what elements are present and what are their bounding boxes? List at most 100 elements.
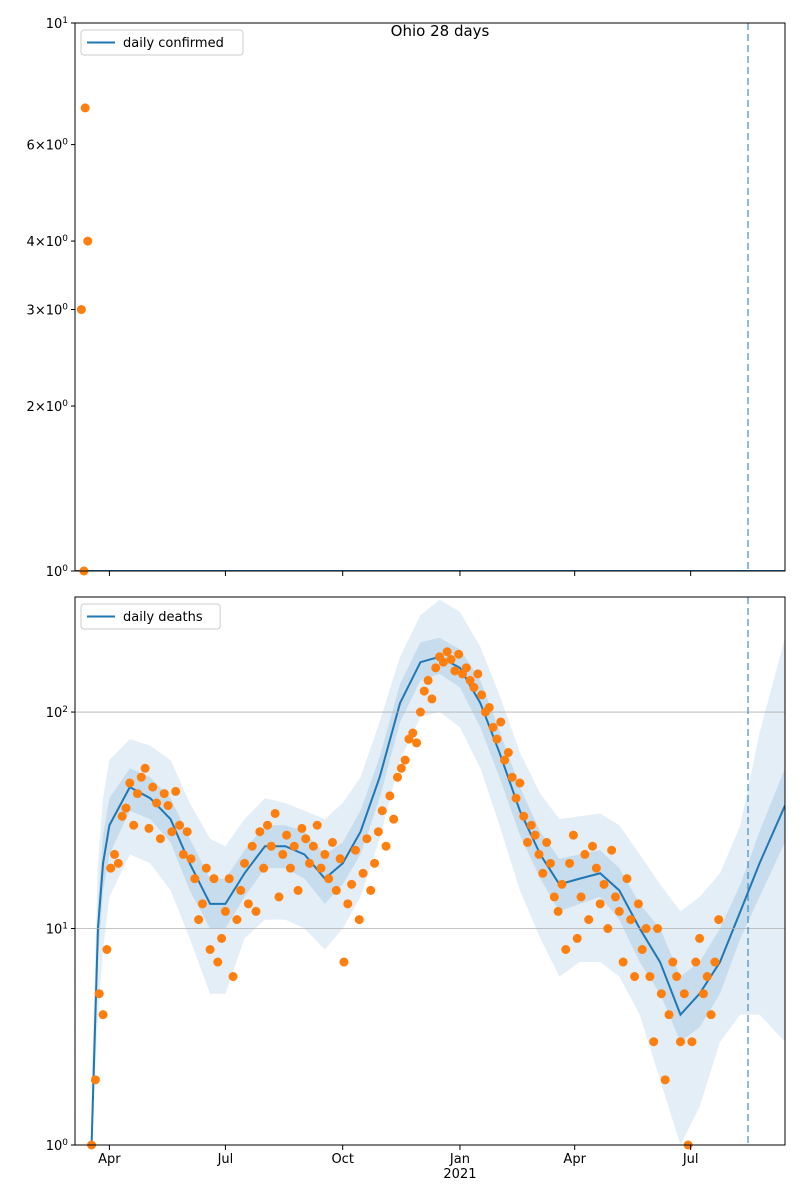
legend-box bbox=[80, 603, 221, 630]
data-point bbox=[312, 820, 322, 830]
data-point bbox=[278, 849, 288, 859]
data-point bbox=[347, 879, 357, 889]
data-point bbox=[243, 899, 253, 909]
data-point bbox=[653, 924, 663, 934]
data-point bbox=[282, 830, 292, 840]
data-point bbox=[454, 649, 464, 659]
legend-box bbox=[80, 29, 244, 56]
data-point bbox=[675, 1037, 685, 1047]
data-point bbox=[76, 305, 86, 315]
data-point bbox=[565, 858, 575, 868]
data-point bbox=[507, 772, 517, 782]
x-tick-label: Jul bbox=[217, 1152, 234, 1167]
data-point bbox=[370, 858, 380, 868]
data-point bbox=[213, 957, 223, 967]
data-point bbox=[695, 933, 705, 943]
data-point bbox=[362, 834, 372, 844]
data-point bbox=[167, 827, 177, 837]
data-point bbox=[94, 989, 104, 999]
data-point bbox=[446, 654, 456, 664]
data-point bbox=[327, 837, 337, 847]
data-point bbox=[442, 647, 452, 657]
data-point bbox=[201, 863, 211, 873]
data-point bbox=[247, 841, 257, 851]
data-point bbox=[450, 666, 460, 676]
data-point bbox=[178, 849, 188, 859]
data-point bbox=[270, 808, 280, 818]
data-point bbox=[553, 906, 563, 916]
data-point bbox=[515, 778, 525, 788]
data-point bbox=[572, 933, 582, 943]
data-point bbox=[568, 830, 578, 840]
data-point bbox=[224, 874, 234, 884]
data-point bbox=[308, 841, 318, 851]
data-point bbox=[343, 899, 353, 909]
data-point bbox=[373, 827, 383, 837]
legend: daily deaths bbox=[80, 603, 221, 630]
data-point bbox=[389, 814, 399, 824]
data-point bbox=[129, 820, 139, 830]
data-point bbox=[660, 1075, 670, 1085]
data-point bbox=[148, 782, 158, 792]
data-point bbox=[473, 669, 483, 679]
data-point bbox=[140, 763, 150, 773]
data-point bbox=[538, 868, 548, 878]
data-point bbox=[293, 885, 303, 895]
y-tick-label: 6×100 bbox=[27, 138, 69, 154]
plot-area bbox=[90, 599, 785, 1145]
data-point bbox=[637, 945, 647, 955]
data-point bbox=[591, 863, 601, 873]
data-point bbox=[576, 892, 586, 902]
x-tick-label: Jul bbox=[682, 1152, 699, 1167]
data-point bbox=[205, 945, 215, 955]
data-point bbox=[511, 793, 521, 803]
data-point bbox=[649, 1037, 659, 1047]
data-point bbox=[255, 827, 265, 837]
panel: 100 2×100 3×100 4×100 6×100 101 Ohio 28 days da… bbox=[27, 16, 786, 580]
x-tick-label: Apr bbox=[563, 1152, 586, 1167]
data-point bbox=[159, 789, 169, 799]
data-point bbox=[526, 820, 536, 830]
data-point bbox=[331, 885, 341, 895]
data-point bbox=[672, 972, 682, 982]
data-point bbox=[614, 906, 624, 916]
data-point bbox=[163, 801, 173, 811]
data-point bbox=[113, 858, 123, 868]
data-point bbox=[190, 874, 200, 884]
data-point bbox=[320, 849, 330, 859]
confidence-band bbox=[91, 637, 785, 1145]
data-point bbox=[530, 830, 540, 840]
panel: 100 101 102 Apr Jul Oct Jan 2021 Apr Jul daily dea… bbox=[46, 596, 786, 1182]
data-point bbox=[400, 755, 410, 765]
data-point bbox=[236, 885, 246, 895]
data-point bbox=[465, 675, 475, 685]
data-point bbox=[197, 899, 207, 909]
data-point bbox=[641, 924, 651, 934]
data-point bbox=[561, 945, 571, 955]
y-tick-label: 102 bbox=[46, 705, 68, 721]
y-tick-label: 101 bbox=[46, 922, 68, 938]
y-tick-label: 100 bbox=[46, 1138, 69, 1154]
data-point bbox=[251, 906, 261, 916]
data-point bbox=[534, 849, 544, 859]
data-point bbox=[98, 1010, 108, 1020]
data-point bbox=[274, 892, 284, 902]
axes-frame bbox=[74, 22, 786, 572]
data-point bbox=[316, 863, 326, 873]
data-point bbox=[469, 682, 479, 692]
series-line bbox=[90, 655, 785, 1145]
data-point bbox=[175, 820, 185, 830]
data-point bbox=[706, 1010, 716, 1020]
data-point bbox=[668, 957, 678, 967]
legend-label: daily deaths bbox=[123, 610, 203, 625]
data-point bbox=[240, 858, 250, 868]
data-point bbox=[144, 823, 154, 833]
data-point bbox=[691, 957, 701, 967]
data-point bbox=[545, 858, 555, 868]
data-point bbox=[500, 755, 510, 765]
data-point bbox=[381, 841, 391, 851]
data-point bbox=[262, 820, 272, 830]
data-point bbox=[438, 657, 448, 667]
